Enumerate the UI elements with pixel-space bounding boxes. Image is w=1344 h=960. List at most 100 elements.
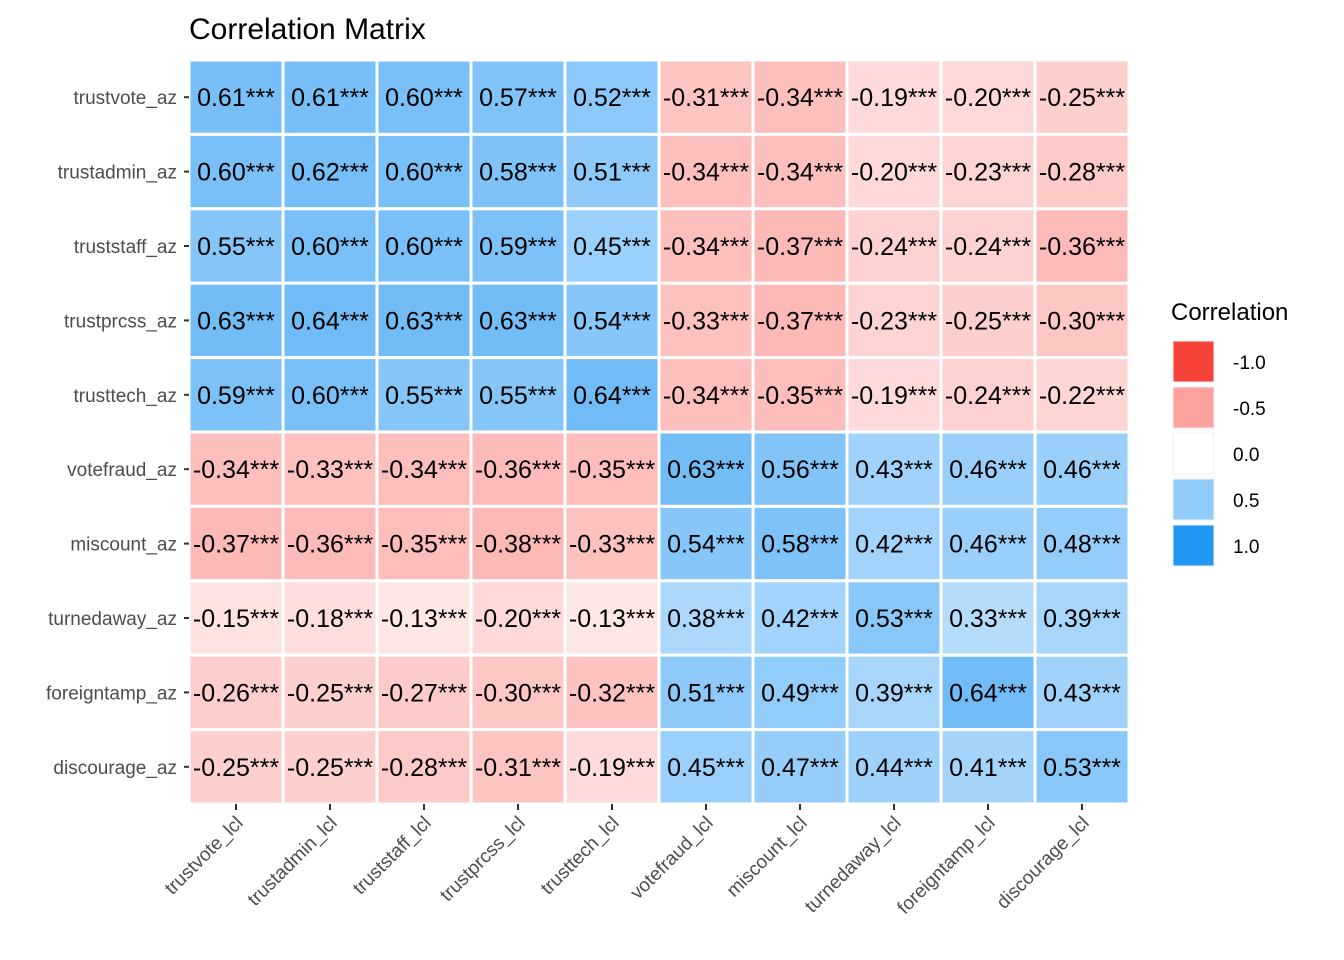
heatmap-cell xyxy=(563,430,661,508)
heatmap-cell xyxy=(657,728,755,806)
cell-value-label: 0.44*** xyxy=(855,754,933,782)
legend-swatch xyxy=(1172,524,1215,567)
cell-value-label: 0.64*** xyxy=(573,382,651,410)
heatmap-cell xyxy=(939,430,1037,508)
y-tick-label: votefraud_az xyxy=(67,460,177,481)
cell-value-label: -0.35*** xyxy=(569,456,655,484)
heatmap-cell xyxy=(469,430,567,508)
heatmap-cell xyxy=(281,207,379,285)
cell-value-label: 0.63*** xyxy=(197,307,275,335)
cell-value-label: -0.24*** xyxy=(851,233,937,261)
cell-value-label: 0.42*** xyxy=(761,605,839,633)
x-tick-label: foreigntamp_lcl xyxy=(894,813,1000,919)
heatmap-cell xyxy=(845,653,943,732)
cell-value-label: -0.34*** xyxy=(757,159,843,187)
cell-value-label: -0.30*** xyxy=(1039,307,1125,335)
heatmap-cell xyxy=(1033,58,1131,136)
cell-value-label: -0.20*** xyxy=(851,159,937,187)
cell-value-label: 0.54*** xyxy=(667,531,745,559)
cell-value-label: 0.63*** xyxy=(385,307,463,335)
cell-value-label: 0.60*** xyxy=(385,233,463,261)
heatmap-cell xyxy=(751,207,849,285)
heatmap-cell xyxy=(657,58,755,136)
heatmap-cell xyxy=(845,356,943,434)
heatmap-cell xyxy=(939,356,1037,434)
heatmap-cell xyxy=(1033,728,1131,806)
x-tick-label: miscount_lcl xyxy=(723,813,812,902)
cell-value-label: 0.41*** xyxy=(949,754,1027,782)
heatmap-cell xyxy=(281,356,379,434)
cell-value-label: -0.20*** xyxy=(945,84,1031,112)
heatmap-cell xyxy=(375,430,473,508)
cell-value-label: 0.43*** xyxy=(855,456,933,484)
cell-value-label: 0.48*** xyxy=(1043,531,1121,559)
cell-value-label: -0.25*** xyxy=(193,754,279,782)
cell-value-label: 0.51*** xyxy=(573,159,651,187)
legend-swatch xyxy=(1172,432,1215,475)
y-tick-label: miscount_az xyxy=(70,535,177,556)
heatmap-cell xyxy=(563,356,661,434)
y-tick-label: trustadmin_az xyxy=(58,163,177,184)
cell-value-label: -0.34*** xyxy=(663,382,749,410)
cell-value-label: -0.18*** xyxy=(287,605,373,633)
cell-value-label: 0.55*** xyxy=(385,382,463,410)
heatmap-cell xyxy=(1033,504,1131,583)
cell-value-label: 0.64*** xyxy=(291,307,369,335)
cell-value-label: -0.22*** xyxy=(1039,382,1125,410)
heatmap-cell xyxy=(657,281,755,360)
y-tick-label: foreigntamp_az xyxy=(46,683,177,704)
cell-value-label: 0.63*** xyxy=(667,456,745,484)
heatmap-cell xyxy=(187,504,285,583)
x-tick-label: turnedaway_lcl xyxy=(801,813,905,917)
cell-value-label: -0.23*** xyxy=(945,159,1031,187)
heatmap-cell xyxy=(939,504,1037,583)
heatmap-cell xyxy=(469,504,567,583)
heatmap-cell xyxy=(469,579,567,657)
heatmap-cell xyxy=(563,653,661,732)
cell-value-label: 0.45*** xyxy=(573,233,651,261)
cell-value-label: 0.49*** xyxy=(761,679,839,707)
cell-value-label: -0.33*** xyxy=(287,456,373,484)
heatmap-cell xyxy=(281,653,379,732)
heatmap-cell xyxy=(751,132,849,211)
cell-value-label: -0.13*** xyxy=(381,605,467,633)
legend-label: 1.0 xyxy=(1233,537,1259,558)
cell-value-label: 0.60*** xyxy=(291,382,369,410)
heatmap-cell xyxy=(1033,653,1131,732)
legend-label: -0.5 xyxy=(1233,399,1266,420)
cell-value-label: -0.30*** xyxy=(475,679,561,707)
cell-value-label: -0.24*** xyxy=(945,382,1031,410)
heatmap-cell xyxy=(469,132,567,211)
cell-value-label: 0.55*** xyxy=(479,382,557,410)
x-tick-label: trustadmin_lcl xyxy=(244,813,342,911)
heatmap-cell xyxy=(563,579,661,657)
cell-value-label: 0.59*** xyxy=(197,382,275,410)
cell-value-label: 0.33*** xyxy=(949,605,1027,633)
cell-value-label: 0.39*** xyxy=(855,679,933,707)
cell-value-label: -0.31*** xyxy=(475,754,561,782)
y-tick-label: turnedaway_az xyxy=(48,609,177,630)
heatmap-cell xyxy=(939,132,1037,211)
cell-value-label: -0.34*** xyxy=(381,456,467,484)
cell-value-label: 0.53*** xyxy=(1043,754,1121,782)
x-tick-label: votefraud_lcl xyxy=(627,813,718,904)
y-tick-label: trusttech_az xyxy=(74,386,178,407)
cell-value-label: 0.54*** xyxy=(573,307,651,335)
heatmap-cell xyxy=(939,579,1037,657)
cell-value-label: 0.52*** xyxy=(573,84,651,112)
cell-value-label: -0.31*** xyxy=(663,84,749,112)
cell-value-label: -0.25*** xyxy=(287,754,373,782)
heatmap-cell xyxy=(751,653,849,732)
cell-value-label: 0.61*** xyxy=(291,84,369,112)
cell-value-label: 0.46*** xyxy=(949,531,1027,559)
cell-value-label: 0.53*** xyxy=(855,605,933,633)
heatmap-cell xyxy=(751,281,849,360)
heatmap-cell xyxy=(657,504,755,583)
heatmap-cell xyxy=(751,728,849,806)
x-tick-label: trusttech_lcl xyxy=(537,813,624,900)
cell-value-label: 0.46*** xyxy=(1043,456,1121,484)
legend-swatch xyxy=(1172,340,1215,383)
heatmap-cell xyxy=(657,132,755,211)
cell-value-label: -0.37*** xyxy=(757,307,843,335)
